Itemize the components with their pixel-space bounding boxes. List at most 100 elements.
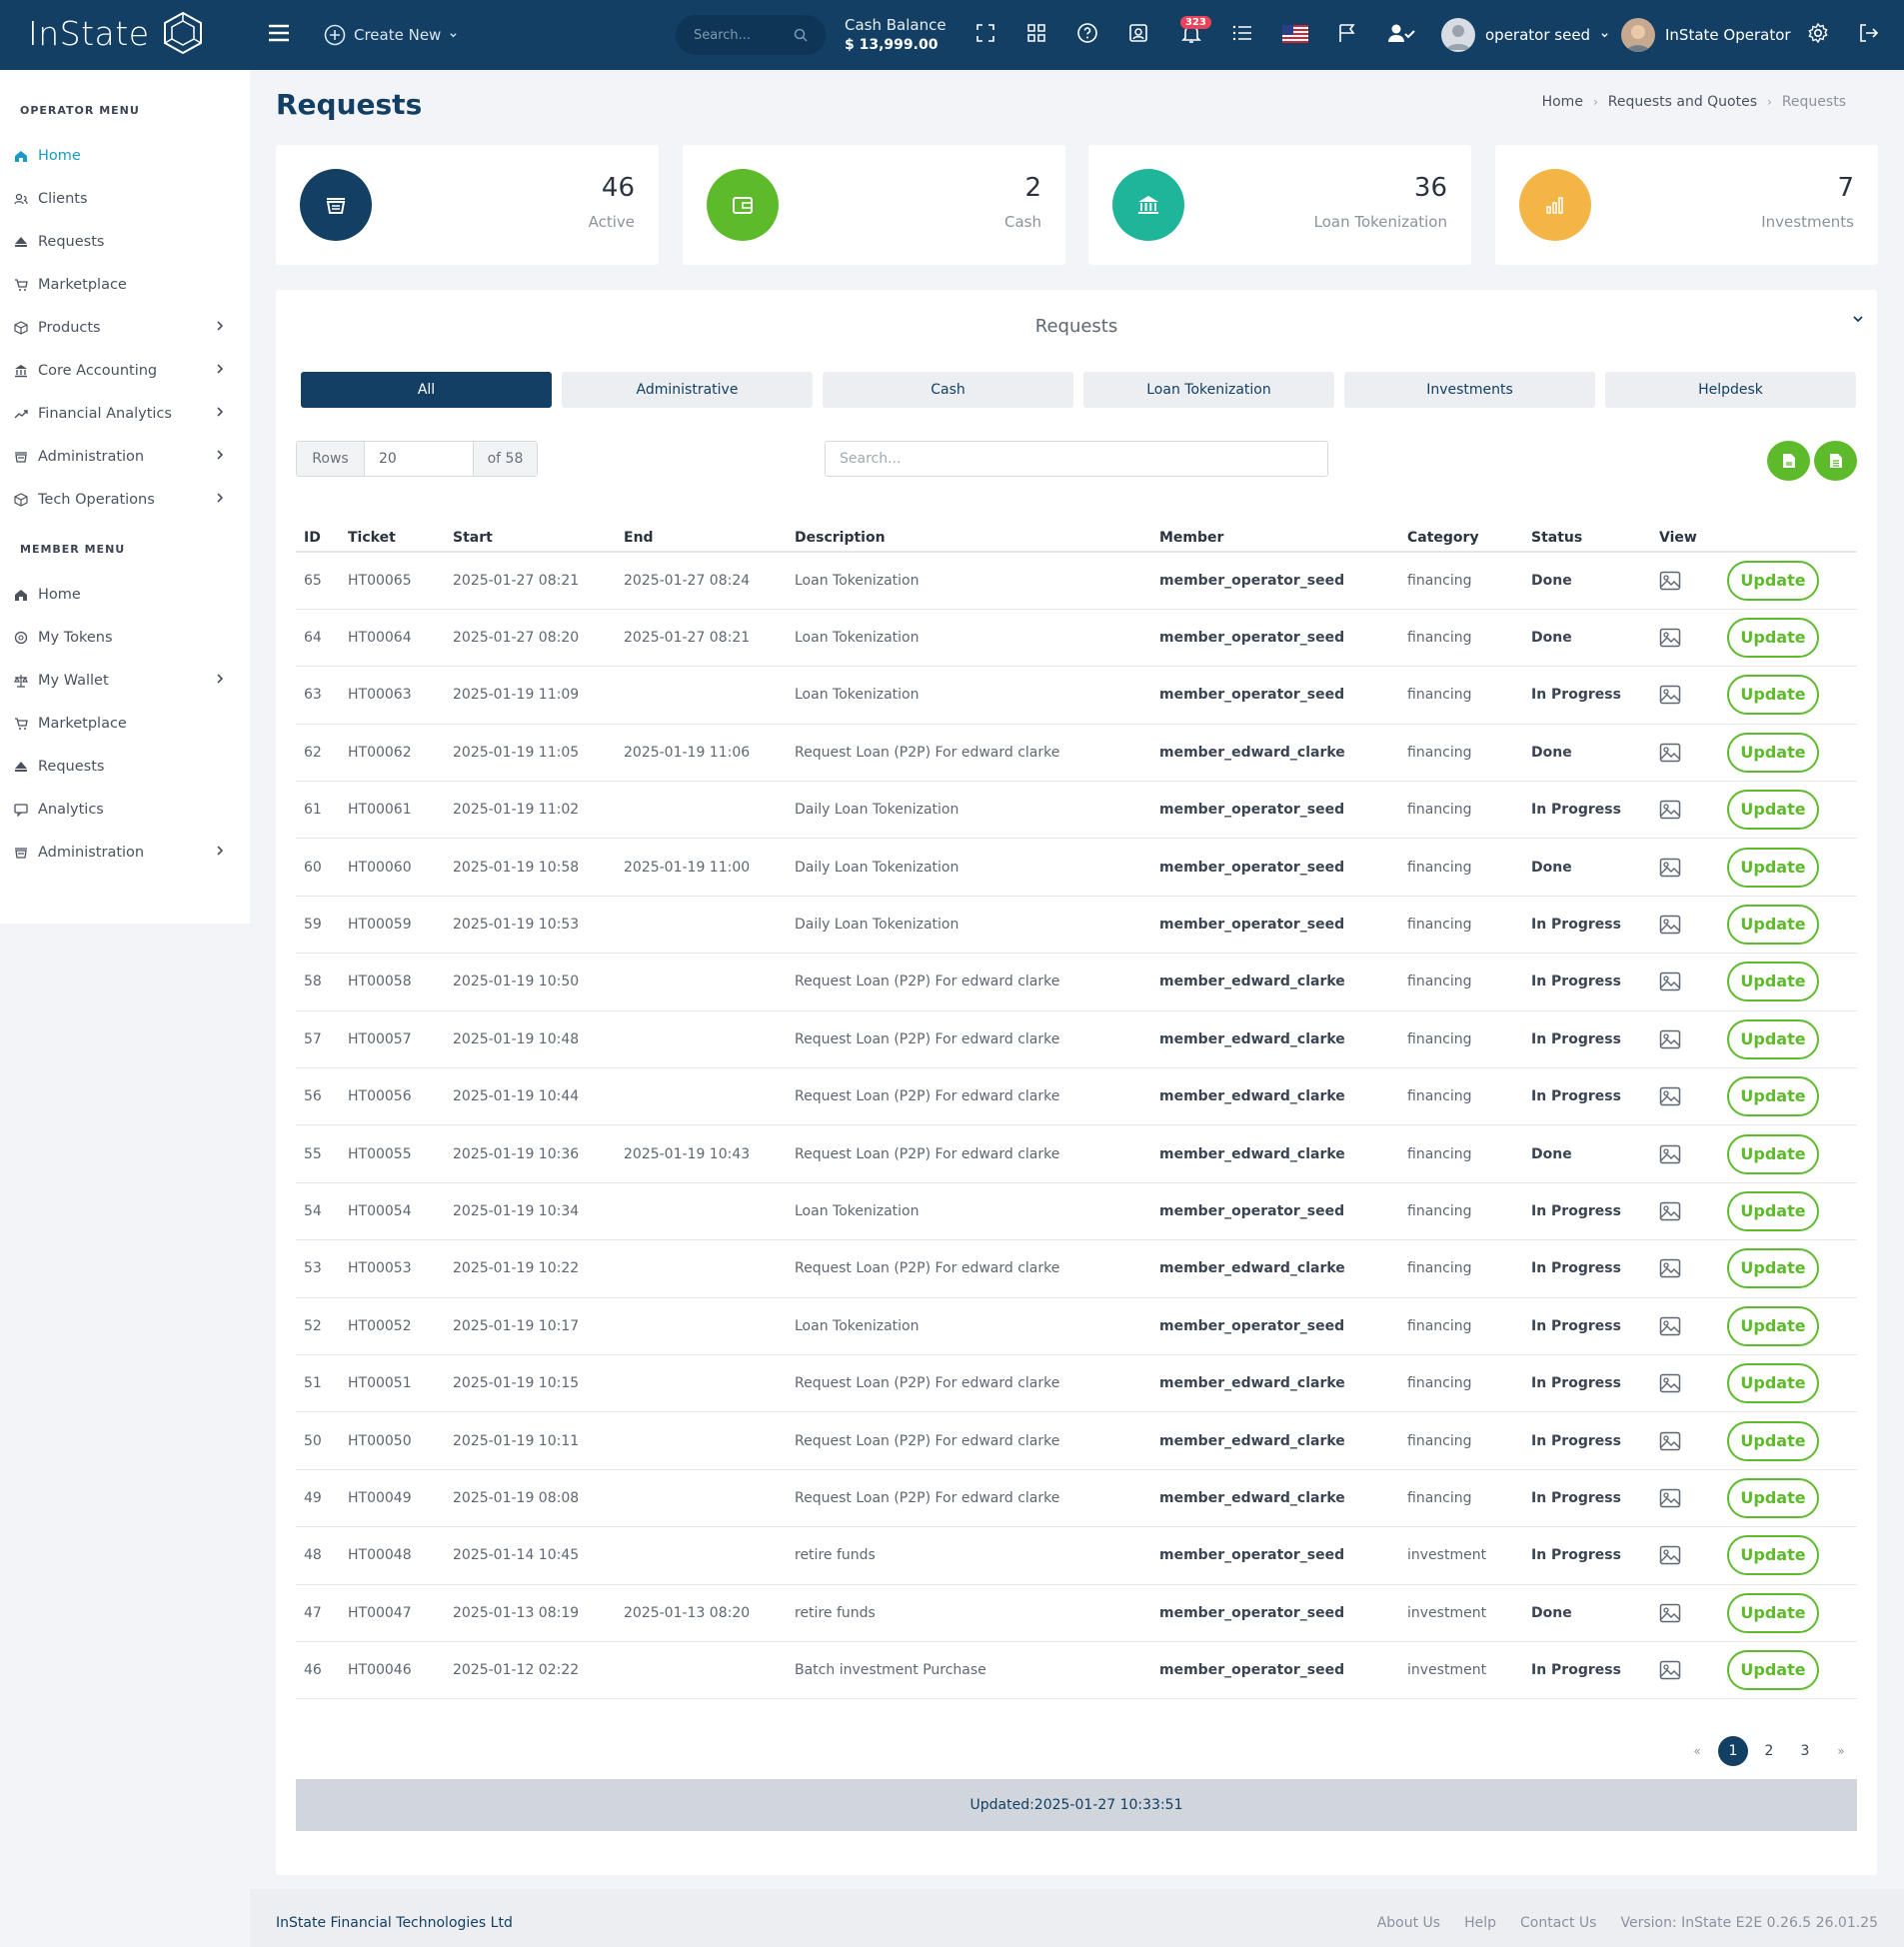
image-icon[interactable] bbox=[1659, 915, 1681, 935]
update-button[interactable]: Update bbox=[1727, 732, 1819, 773]
image-icon[interactable] bbox=[1659, 743, 1681, 763]
update-button[interactable]: Update bbox=[1727, 1650, 1819, 1691]
page-2[interactable]: 2 bbox=[1764, 1743, 1774, 1759]
col-start[interactable]: Start bbox=[445, 524, 616, 553]
update-button[interactable]: Update bbox=[1727, 847, 1819, 888]
flag-icon[interactable] bbox=[1336, 22, 1358, 44]
update-button[interactable]: Update bbox=[1727, 1190, 1819, 1231]
tab-all[interactable]: All bbox=[301, 372, 552, 408]
menu-toggle-icon[interactable] bbox=[268, 22, 290, 44]
col-id[interactable]: ID bbox=[296, 524, 340, 553]
image-icon[interactable] bbox=[1659, 1431, 1681, 1451]
sidebar-item-operator-core-accounting[interactable]: Core Accounting bbox=[0, 349, 250, 392]
sidebar-item-operator-home[interactable]: Home bbox=[0, 134, 250, 177]
col-end[interactable]: End bbox=[616, 524, 787, 553]
page-1[interactable]: 1 bbox=[1715, 1735, 1751, 1767]
image-icon[interactable] bbox=[1659, 858, 1681, 878]
update-button[interactable]: Update bbox=[1727, 1592, 1819, 1633]
tab-cash[interactable]: Cash bbox=[823, 372, 1073, 408]
sidebar-item-member-marketplace[interactable]: Marketplace bbox=[0, 702, 250, 745]
rows-per-page-input[interactable] bbox=[365, 442, 473, 476]
footer-contact-link[interactable]: Contact Us bbox=[1520, 1915, 1597, 1931]
image-icon[interactable] bbox=[1659, 1603, 1681, 1623]
logout-icon[interactable] bbox=[1857, 22, 1879, 44]
support-icon[interactable] bbox=[1127, 22, 1149, 44]
stat-card-loan-tokenization[interactable]: 36 Loan Tokenization bbox=[1088, 145, 1471, 265]
sidebar-item-operator-clients[interactable]: Clients bbox=[0, 177, 250, 220]
image-icon[interactable] bbox=[1659, 685, 1681, 705]
chevron-down-icon[interactable] bbox=[1851, 312, 1865, 326]
export-csv-button[interactable] bbox=[1814, 441, 1857, 481]
image-icon[interactable] bbox=[1659, 1144, 1681, 1164]
update-button[interactable]: Update bbox=[1727, 1076, 1819, 1117]
create-new-button[interactable]: Create New bbox=[324, 24, 458, 46]
page-next[interactable]: » bbox=[1837, 1744, 1845, 1758]
user-menu-instate-operator[interactable]: InState Operator bbox=[1621, 18, 1791, 52]
brand-logo[interactable]: InState bbox=[28, 10, 206, 56]
sidebar-item-operator-tech-operations[interactable]: Tech Operations bbox=[0, 478, 250, 521]
tab-administrative[interactable]: Administrative bbox=[562, 372, 813, 408]
stat-card-cash[interactable]: 2 Cash bbox=[683, 145, 1065, 265]
tab-investments[interactable]: Investments bbox=[1344, 372, 1595, 408]
image-icon[interactable] bbox=[1659, 1201, 1681, 1221]
sidebar-item-member-my-wallet[interactable]: My Wallet bbox=[0, 659, 250, 702]
update-button[interactable]: Update bbox=[1727, 962, 1819, 1002]
update-button[interactable]: Update bbox=[1727, 1477, 1819, 1518]
image-icon[interactable] bbox=[1659, 1660, 1681, 1680]
sidebar-item-member-administration[interactable]: Administration bbox=[0, 831, 250, 874]
footer-help-link[interactable]: Help bbox=[1464, 1915, 1496, 1931]
export-pdf-button[interactable] bbox=[1767, 441, 1810, 481]
update-button[interactable]: Update bbox=[1727, 1018, 1819, 1059]
update-button[interactable]: Update bbox=[1727, 905, 1819, 946]
image-icon[interactable] bbox=[1659, 1316, 1681, 1336]
image-icon[interactable] bbox=[1659, 628, 1681, 648]
us-flag-icon[interactable] bbox=[1282, 25, 1308, 43]
page-3[interactable]: 3 bbox=[1800, 1743, 1810, 1759]
update-button[interactable]: Update bbox=[1727, 1248, 1819, 1289]
update-button[interactable]: Update bbox=[1727, 1363, 1819, 1404]
footer-about-link[interactable]: About Us bbox=[1376, 1915, 1441, 1931]
image-icon[interactable] bbox=[1659, 1488, 1681, 1508]
col-description[interactable]: Description bbox=[787, 524, 1151, 553]
user-menu-operator-seed[interactable]: operator seed bbox=[1441, 18, 1609, 52]
table-search-input[interactable] bbox=[825, 441, 1328, 477]
update-button[interactable]: Update bbox=[1727, 618, 1819, 659]
sidebar-item-operator-financial-analytics[interactable]: Financial Analytics bbox=[0, 392, 250, 435]
col-status[interactable]: Status bbox=[1523, 524, 1651, 553]
image-icon[interactable] bbox=[1659, 1373, 1681, 1393]
update-button[interactable]: Update bbox=[1727, 675, 1819, 716]
col-member[interactable]: Member bbox=[1151, 524, 1399, 553]
image-icon[interactable] bbox=[1659, 972, 1681, 991]
gear-icon[interactable] bbox=[1807, 22, 1829, 44]
image-icon[interactable] bbox=[1659, 1086, 1681, 1106]
help-icon[interactable] bbox=[1076, 22, 1098, 44]
search-icon[interactable] bbox=[794, 28, 808, 42]
image-icon[interactable] bbox=[1659, 1029, 1681, 1049]
col-ticket[interactable]: Ticket bbox=[340, 524, 445, 553]
update-button[interactable]: Update bbox=[1727, 1133, 1819, 1174]
image-icon[interactable] bbox=[1659, 1545, 1681, 1565]
fullscreen-icon[interactable] bbox=[974, 22, 996, 44]
col-category[interactable]: Category bbox=[1399, 524, 1523, 553]
page-prev[interactable]: « bbox=[1693, 1744, 1701, 1758]
tab-helpdesk[interactable]: Helpdesk bbox=[1605, 372, 1856, 408]
update-button[interactable]: Update bbox=[1727, 1420, 1819, 1461]
sidebar-item-member-my-tokens[interactable]: My Tokens bbox=[0, 616, 250, 659]
top-search-input[interactable] bbox=[694, 27, 784, 43]
apps-grid-icon[interactable] bbox=[1025, 22, 1047, 44]
sidebar-item-member-analytics[interactable]: Analytics bbox=[0, 788, 250, 831]
tab-loan-tokenization[interactable]: Loan Tokenization bbox=[1083, 372, 1334, 408]
list-icon[interactable] bbox=[1231, 22, 1253, 44]
stat-card-investments[interactable]: 7 Investments bbox=[1495, 145, 1878, 265]
image-icon[interactable] bbox=[1659, 571, 1681, 591]
sidebar-item-member-home[interactable]: Home bbox=[0, 573, 250, 616]
breadcrumb-home[interactable]: Home bbox=[1541, 94, 1583, 110]
update-button[interactable]: Update bbox=[1727, 560, 1819, 601]
sidebar-item-operator-administration[interactable]: Administration bbox=[0, 435, 250, 478]
image-icon[interactable] bbox=[1659, 1258, 1681, 1278]
image-icon[interactable] bbox=[1659, 800, 1681, 820]
stat-card-active[interactable]: 46 Active bbox=[276, 145, 659, 265]
update-button[interactable]: Update bbox=[1727, 1305, 1819, 1346]
update-button[interactable]: Update bbox=[1727, 790, 1819, 831]
breadcrumb-requests-quotes[interactable]: Requests and Quotes bbox=[1607, 94, 1758, 110]
